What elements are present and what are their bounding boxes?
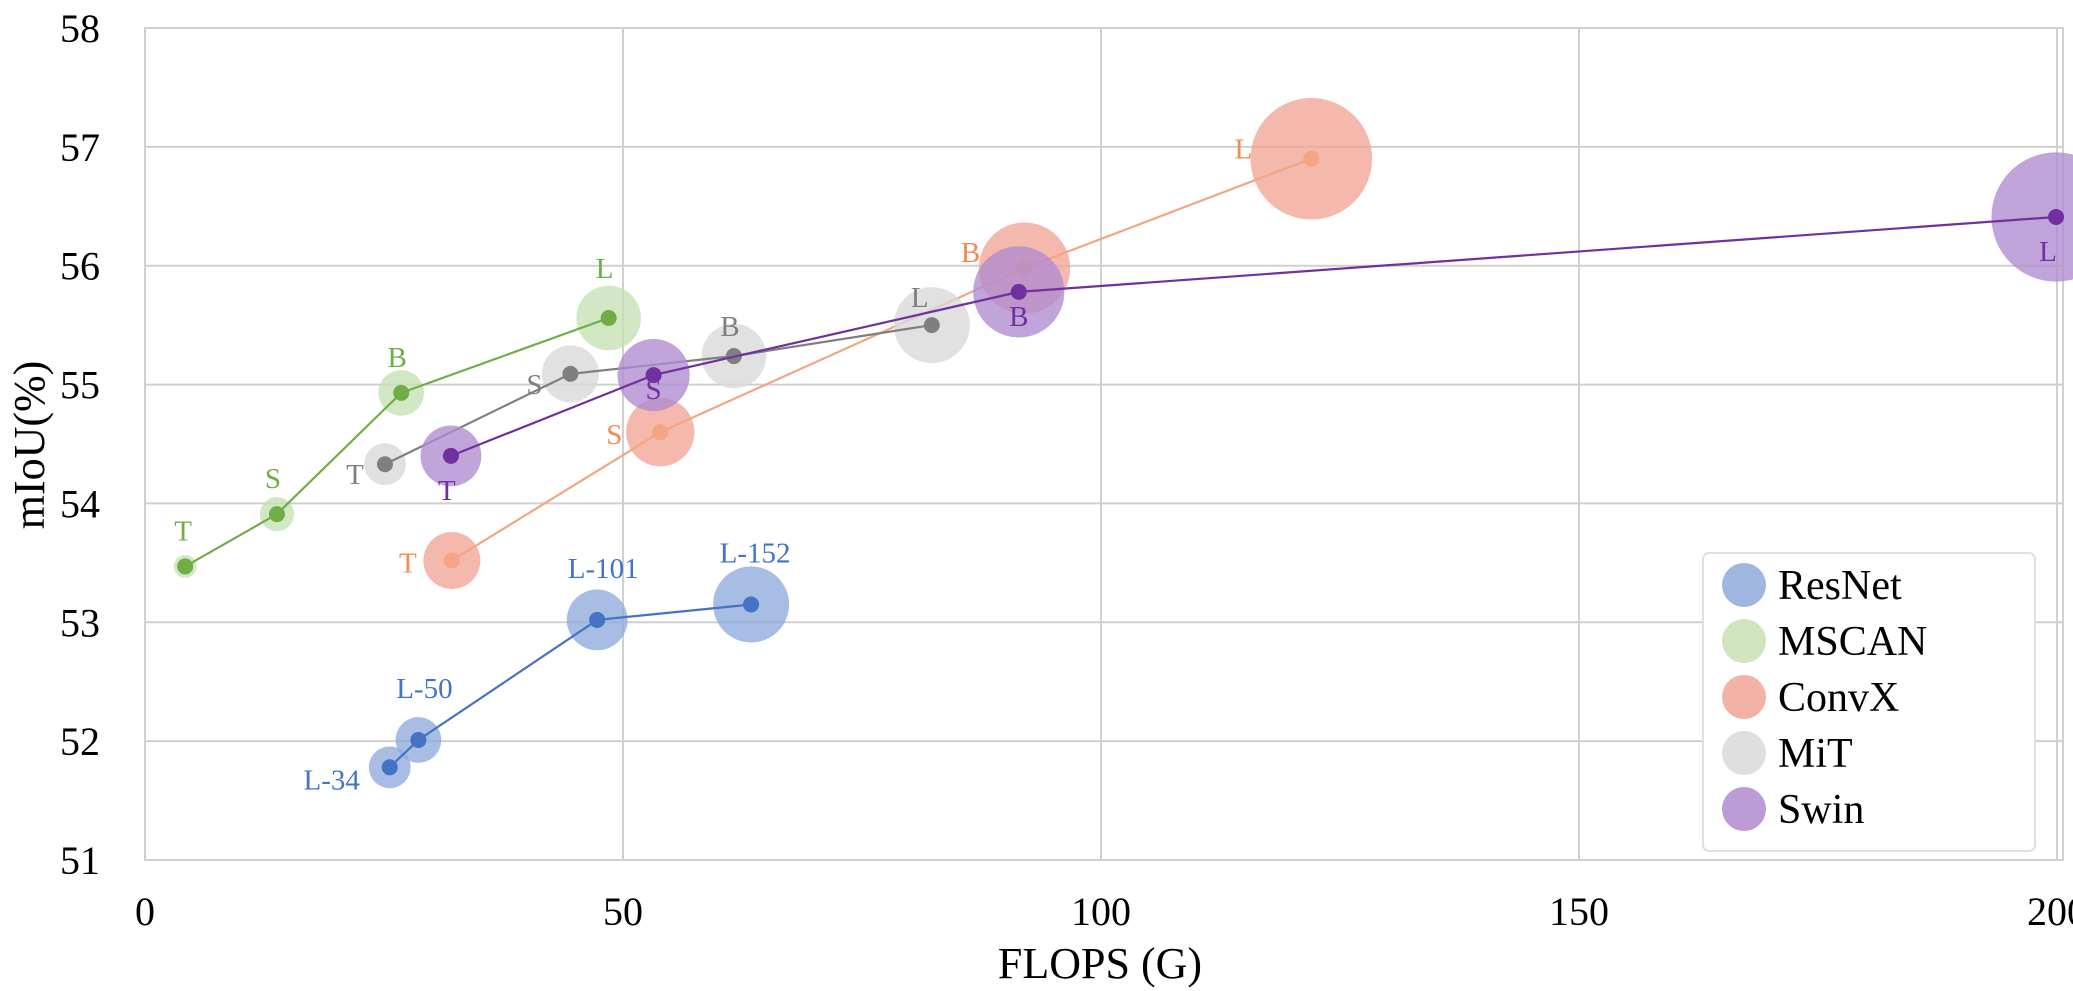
legend-label-swin: Swin: [1778, 787, 1864, 833]
marker-mscan-t: [177, 558, 194, 575]
marker-resnet-l-152: [743, 596, 760, 613]
x-tick-label: 200: [2027, 889, 2073, 934]
marker-swin-l: [2048, 208, 2065, 225]
y-tick-label: 58: [60, 6, 100, 51]
y-tick-label: 56: [60, 244, 100, 289]
point-label-convx-t: T: [399, 547, 417, 579]
point-label-mscan-b: B: [388, 342, 407, 374]
point-label-swin-t: T: [438, 475, 456, 507]
marker-convx-s: [652, 424, 669, 441]
marker-convx-l: [1303, 150, 1320, 167]
y-tick-label: 52: [60, 719, 100, 764]
point-label-mit-l: L: [911, 282, 929, 314]
marker-mscan-b: [393, 384, 410, 401]
marker-mit-t: [376, 456, 393, 473]
legend-swatch-resnet: [1722, 563, 1766, 607]
marker-convx-t: [443, 552, 460, 569]
legend-box: [1702, 552, 2036, 852]
series-line-swin: [450, 215, 2057, 457]
marker-resnet-l-34: [381, 759, 398, 776]
point-label-swin-b: B: [1009, 301, 1028, 333]
series-resnet: L-34 L-50 L-101 L-152: [304, 537, 791, 796]
marker-swin-s: [645, 367, 662, 384]
point-label-convx-b: B: [961, 237, 980, 269]
legend-swatch-mit: [1722, 731, 1766, 775]
legend-swatch-swin: [1722, 787, 1766, 831]
tick-labels: 51 52 53 54 55 56 57 58 0 50 100 150 200: [60, 6, 2073, 934]
x-tick-label: 50: [603, 889, 643, 934]
point-label-mit-t: T: [346, 459, 364, 491]
point-label-convx-s: S: [606, 419, 622, 451]
legend-label-resnet: ResNet: [1778, 563, 1902, 609]
series-line-mscan: [184, 316, 610, 568]
point-label-resnet-l-34: L-34: [304, 764, 361, 796]
y-tick-label: 57: [60, 125, 100, 170]
y-tick-label: 54: [60, 481, 100, 526]
point-label-mit-b: B: [720, 311, 739, 343]
x-axis-title: FLOPS (G): [998, 939, 1202, 988]
y-tick-label: 51: [60, 838, 100, 883]
x-tick-label: 100: [1071, 889, 1131, 934]
series-mit: T S B L: [346, 282, 970, 491]
point-label-convx-l: L: [1234, 134, 1252, 166]
point-label-resnet-l-152: L-152: [720, 537, 791, 569]
point-label-resnet-l-50: L-50: [396, 673, 452, 705]
x-tick-label: 150: [1549, 889, 1609, 934]
point-label-mscan-l: L: [596, 253, 614, 285]
point-label-mscan-s: S: [265, 463, 281, 495]
marker-swin-t: [442, 447, 459, 464]
series-mscan: T S B L: [173, 253, 641, 578]
marker-resnet-l-101: [589, 611, 606, 628]
marker-resnet-l-50: [410, 731, 427, 748]
y-axis-title: mIoU(%): [5, 361, 54, 530]
legend-label-convx: ConvX: [1778, 675, 1899, 721]
legend-label-mit: MiT: [1778, 731, 1853, 777]
marker-swin-b: [1010, 283, 1027, 300]
legend: ResNet MSCAN ConvX MiT Swin: [1702, 552, 2036, 852]
legend-swatch-convx: [1722, 675, 1766, 719]
series-line-convx: [451, 157, 1312, 562]
point-label-swin-s: S: [646, 374, 662, 406]
series-line-resnet: [388, 603, 752, 769]
y-tick-label: 53: [60, 600, 100, 645]
point-label-swin-l: L: [2039, 236, 2057, 268]
x-tick-label: 0: [135, 889, 155, 934]
bubble-swin-l: [1991, 152, 2073, 282]
point-label-resnet-l-101: L-101: [568, 553, 639, 585]
legend-label-mscan: MSCAN: [1778, 619, 1927, 665]
legend-swatch-mscan: [1722, 619, 1766, 663]
y-tick-label: 55: [60, 363, 100, 408]
marker-mscan-s: [268, 506, 285, 523]
point-label-mit-s: S: [526, 369, 542, 401]
marker-mit-l: [923, 317, 940, 334]
marker-mscan-l: [600, 310, 617, 327]
point-label-mscan-t: T: [174, 515, 192, 547]
marker-mit-s: [562, 365, 579, 382]
